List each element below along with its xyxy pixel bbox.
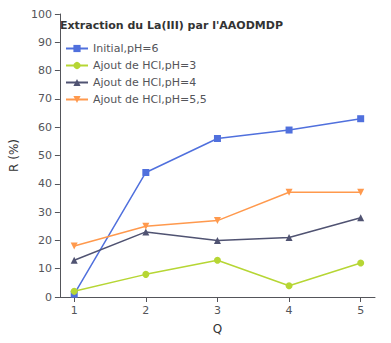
- svg-text:70: 70: [38, 92, 52, 105]
- svg-text:30: 30: [38, 206, 52, 219]
- svg-text:1: 1: [71, 304, 78, 317]
- svg-text:60: 60: [38, 121, 52, 134]
- svg-text:50: 50: [38, 149, 52, 162]
- svg-text:Extraction du La(III) par l'AA: Extraction du La(III) par l'AAODMDP: [60, 19, 283, 32]
- svg-text:4: 4: [286, 304, 293, 317]
- svg-text:2: 2: [142, 304, 149, 317]
- svg-text:Ajout de HCl,pH=4: Ajout de HCl,pH=4: [93, 76, 196, 89]
- svg-text:90: 90: [38, 36, 52, 49]
- svg-text:Q: Q: [213, 322, 222, 336]
- svg-text:20: 20: [38, 234, 52, 247]
- svg-text:R (%): R (%): [7, 139, 21, 172]
- svg-text:80: 80: [38, 64, 52, 77]
- svg-text:Ajout de HCl,pH=5,5: Ajout de HCl,pH=5,5: [93, 93, 207, 106]
- svg-text:100: 100: [31, 8, 52, 21]
- svg-text:Initial,pH=6: Initial,pH=6: [93, 42, 158, 55]
- svg-text:40: 40: [38, 177, 52, 190]
- svg-text:3: 3: [214, 304, 221, 317]
- svg-text:5: 5: [357, 304, 364, 317]
- svg-text:Ajout de HCl,pH=3: Ajout de HCl,pH=3: [93, 59, 196, 72]
- svg-text:10: 10: [38, 262, 52, 275]
- svg-text:0: 0: [45, 291, 52, 304]
